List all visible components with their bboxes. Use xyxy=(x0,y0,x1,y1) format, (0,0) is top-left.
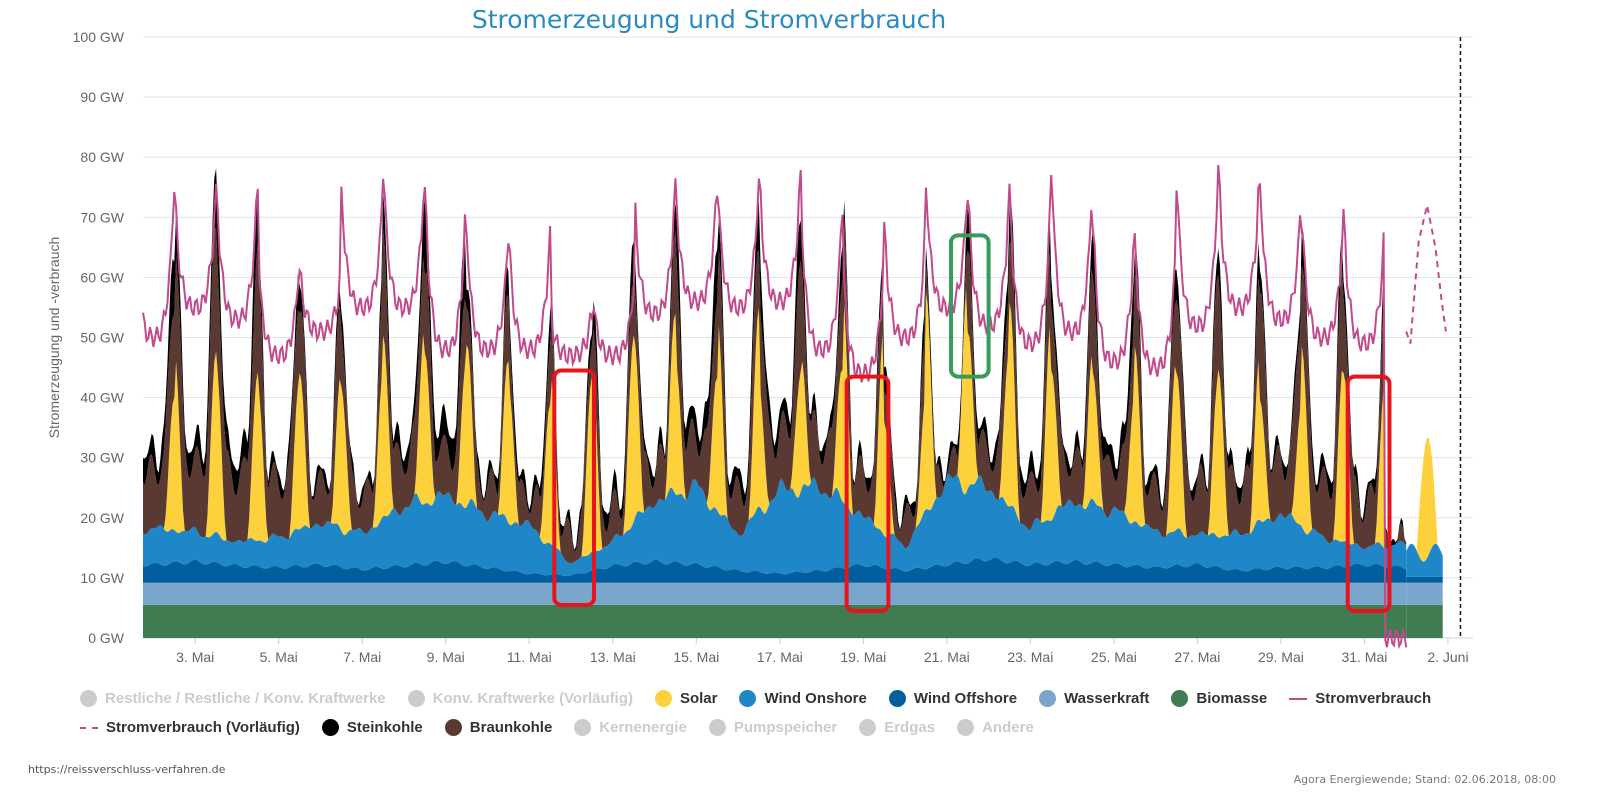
legend-dot-icon xyxy=(957,719,975,736)
y-tick-label: 100 GW xyxy=(73,29,125,45)
solar-area xyxy=(143,288,1407,564)
x-tick-label: 17. Mai xyxy=(757,649,803,665)
x-tick-label: 13. Mai xyxy=(590,649,636,665)
legend-item-wind-offshore[interactable]: Wind Offshore xyxy=(888,690,1018,707)
x-tick-label: 29. Mai xyxy=(1258,649,1304,665)
x-tick-label: 7. Mai xyxy=(343,649,381,665)
legend-dot-icon xyxy=(1171,690,1189,707)
legend-item-wasserkraft[interactable]: Wasserkraft xyxy=(1039,690,1149,707)
legend-label: Wind Offshore xyxy=(913,690,1018,707)
x-tick-label: 9. Mai xyxy=(427,649,465,665)
y-tick-label: 30 GW xyxy=(80,450,124,466)
x-tick-label: 3. Mai xyxy=(176,649,214,665)
legend-label: Biomasse xyxy=(1196,690,1268,707)
legend-label: Wasserkraft xyxy=(1064,690,1150,707)
y-tick-label: 10 GW xyxy=(80,570,124,586)
y-tick-label: 50 GW xyxy=(80,330,124,346)
legend-dot-icon xyxy=(654,690,672,707)
legend-item-pumpspeicher[interactable]: Pumpspeicher xyxy=(708,719,838,736)
source-url[interactable]: https://reissverschluss-verfahren.de xyxy=(28,763,226,776)
legend-label: Stromverbrauch xyxy=(1315,690,1432,707)
x-tick-label: 25. Mai xyxy=(1091,649,1137,665)
legend-item-biomasse[interactable]: Biomasse xyxy=(1171,690,1267,707)
legend-dot-icon xyxy=(739,690,757,707)
legend-label: Restliche / Restliche / Konv. Kraftwerke xyxy=(105,690,386,707)
solar-area-tail xyxy=(1406,437,1443,562)
legend-label: Stromverbrauch (Vorläufig) xyxy=(106,719,300,736)
legend-item-stromverbrauch[interactable]: Stromverbrauch xyxy=(1289,690,1431,707)
biomasse-area-tail xyxy=(1406,604,1443,638)
legend-label: Kernenergie xyxy=(599,719,687,736)
x-tick-label: 5. Mai xyxy=(260,649,298,665)
x-tick-label: 23. Mai xyxy=(1007,649,1053,665)
legend-dot-icon xyxy=(444,719,462,736)
legend-dot-icon xyxy=(888,690,906,707)
x-tick-label: 2. Juni xyxy=(1427,649,1468,665)
legend-item-kernenergie[interactable]: Kernenergie xyxy=(574,719,687,736)
legend-line-icon xyxy=(80,726,98,729)
legend-item-andere[interactable]: Andere xyxy=(957,719,1034,736)
legend-item-braunkohle[interactable]: Braunkohle xyxy=(444,719,553,736)
legend-dot-icon xyxy=(859,719,877,736)
legend-line-icon xyxy=(1289,697,1308,700)
legend-label: Konv. Kraftwerke (Vorläufig) xyxy=(432,690,633,707)
biomasse-area xyxy=(143,604,1407,638)
wind-onshore-area xyxy=(143,473,1407,576)
wind-onshore-area-tail xyxy=(1406,543,1443,577)
legend-label: Erdgas xyxy=(884,719,936,736)
x-tick-label: 31. Mai xyxy=(1341,649,1387,665)
stromverbrauch-forecast-line xyxy=(1405,205,1447,344)
annotation-box xyxy=(844,374,891,613)
x-tick-label: 11. Mai xyxy=(507,649,552,665)
annotation-box xyxy=(1345,374,1392,613)
y-tick-label: 0 GW xyxy=(88,630,125,646)
legend-dot-icon xyxy=(321,719,339,736)
wind-offshore-area xyxy=(143,557,1407,583)
legend-row: Stromverbrauch (Vorläufig) Steinkohle Brau… xyxy=(80,713,1530,742)
legend-row: Restliche / Restliche / Konv. Kraftwerke… xyxy=(80,684,1530,713)
x-tick-label: 27. Mai xyxy=(1174,649,1220,665)
legend-label: Wind Onshore xyxy=(764,690,867,707)
y-tick-label: 40 GW xyxy=(80,390,124,406)
legend-item-konv-kraftwerke-vorl-ufig[interactable]: Konv. Kraftwerke (Vorläufig) xyxy=(407,690,633,707)
legend-dot-icon xyxy=(80,690,97,707)
legend-dot-icon xyxy=(708,719,726,736)
wasserkraft-area xyxy=(143,582,1407,605)
wasserkraft-area-tail xyxy=(1406,582,1443,605)
legend-item-restliche-restliche-konv-kraftwerke[interactable]: Restliche / Restliche / Konv. Kraftwerke xyxy=(80,690,386,707)
y-tick-label: 80 GW xyxy=(80,149,124,165)
annotation-box xyxy=(552,368,596,607)
y-tick-label: 90 GW xyxy=(80,89,124,105)
chart-legend: Restliche / Restliche / Konv. Kraftwerke… xyxy=(80,684,1530,742)
legend-item-steinkohle[interactable]: Steinkohle xyxy=(321,719,423,736)
legend-item-solar[interactable]: Solar xyxy=(654,690,718,707)
legend-dot-icon xyxy=(1039,690,1057,707)
stromverbrauch-line xyxy=(142,165,1408,650)
legend-label: Pumpspeicher xyxy=(733,719,838,736)
legend-dot-icon xyxy=(574,719,592,736)
legend-item-wind-onshore[interactable]: Wind Onshore xyxy=(739,690,867,707)
x-tick-label: 21. Mai xyxy=(924,649,970,665)
legend-label: Braunkohle xyxy=(469,719,553,736)
y-tick-label: 20 GW xyxy=(80,510,124,526)
annotation-box xyxy=(949,233,991,379)
credit-text: Agora Energiewende; Stand: 02.06.2018, 0… xyxy=(1293,773,1556,786)
legend-dot-icon xyxy=(407,690,425,707)
y-tick-label: 70 GW xyxy=(80,209,124,225)
legend-item-stromverbrauch-vorl-ufig[interactable]: Stromverbrauch (Vorläufig) xyxy=(80,719,300,736)
braunkohle-area xyxy=(143,217,1407,564)
legend-label: Andere xyxy=(982,719,1034,736)
chart-title: Stromerzeugung und Stromverbrauch xyxy=(472,5,946,34)
x-tick-label: 19. Mai xyxy=(840,649,886,665)
legend-label: Solar xyxy=(679,690,718,707)
y-axis-label: Stromerzeugung und -verbrauch xyxy=(46,237,62,439)
wind-offshore-area-tail xyxy=(1406,576,1443,583)
legend-item-erdgas[interactable]: Erdgas xyxy=(859,719,935,736)
x-tick-label: 15. Mai xyxy=(673,649,719,665)
legend-label: Steinkohle xyxy=(346,719,423,736)
y-tick-label: 60 GW xyxy=(80,269,124,285)
